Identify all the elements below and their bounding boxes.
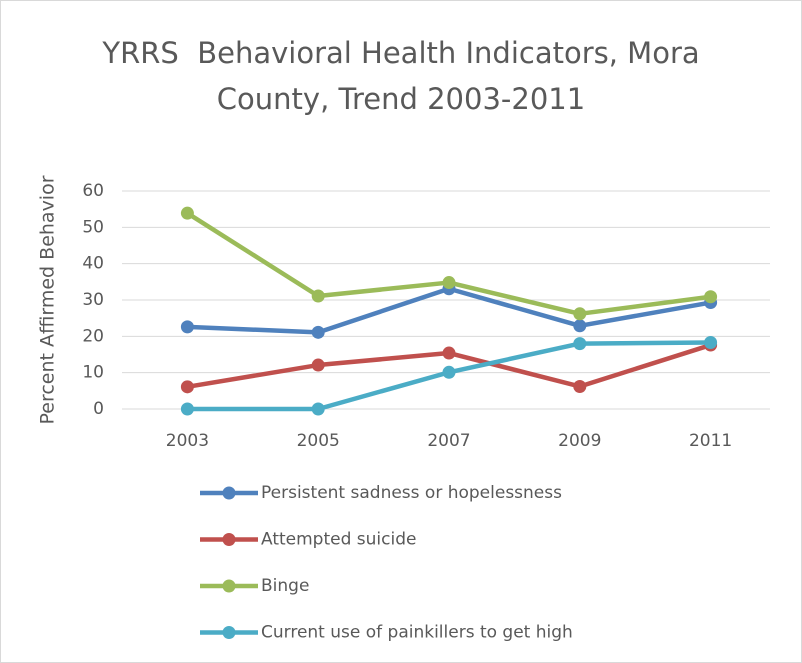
- data-point: [180, 402, 194, 416]
- series-line: [187, 286, 711, 335]
- data-point: [442, 346, 456, 360]
- data-point: [573, 307, 587, 321]
- data-point: [180, 380, 194, 394]
- legend-label: Current use of painkillers to get high: [261, 623, 573, 643]
- data-point: [573, 337, 587, 351]
- x-tick-label: 2007: [427, 431, 470, 451]
- y-tick-label: 30: [82, 290, 104, 310]
- data-point: [573, 379, 587, 393]
- legend-marker: [222, 626, 236, 639]
- data-point: [704, 336, 718, 350]
- y-tick-label: 0: [93, 399, 104, 419]
- chart-title: YRRS Behavioral Health Indicators, Mora …: [102, 36, 709, 116]
- data-point: [442, 365, 456, 379]
- data-point: [573, 319, 587, 333]
- data-point: [311, 402, 325, 416]
- data-point: [311, 358, 325, 372]
- data-point: [311, 325, 325, 339]
- legend-marker: [222, 533, 236, 546]
- legend-label: Binge: [261, 576, 309, 596]
- y-tick-label: 60: [82, 181, 104, 201]
- legend-label: Attempted suicide: [261, 530, 416, 550]
- y-axis-label: Percent Affirmed Behavior: [37, 175, 59, 424]
- x-tick-label: 2005: [297, 431, 340, 451]
- legend-marker: [222, 579, 236, 593]
- x-tick-label: 2011: [689, 431, 732, 451]
- data-point: [180, 206, 194, 220]
- y-tick-label: 10: [82, 363, 104, 383]
- y-tick-label: 20: [82, 326, 104, 346]
- legend-marker: [222, 486, 236, 500]
- x-tick-label: 2009: [558, 431, 601, 451]
- legend-label: Persistent sadness or hopelessness: [261, 483, 562, 503]
- y-tick-label: 40: [82, 254, 104, 274]
- data-point: [180, 320, 194, 334]
- data-point: [311, 289, 325, 303]
- x-tick-label: 2003: [166, 431, 209, 451]
- data-point: [442, 276, 456, 290]
- data-point: [704, 290, 718, 304]
- y-tick-label: 50: [82, 217, 104, 237]
